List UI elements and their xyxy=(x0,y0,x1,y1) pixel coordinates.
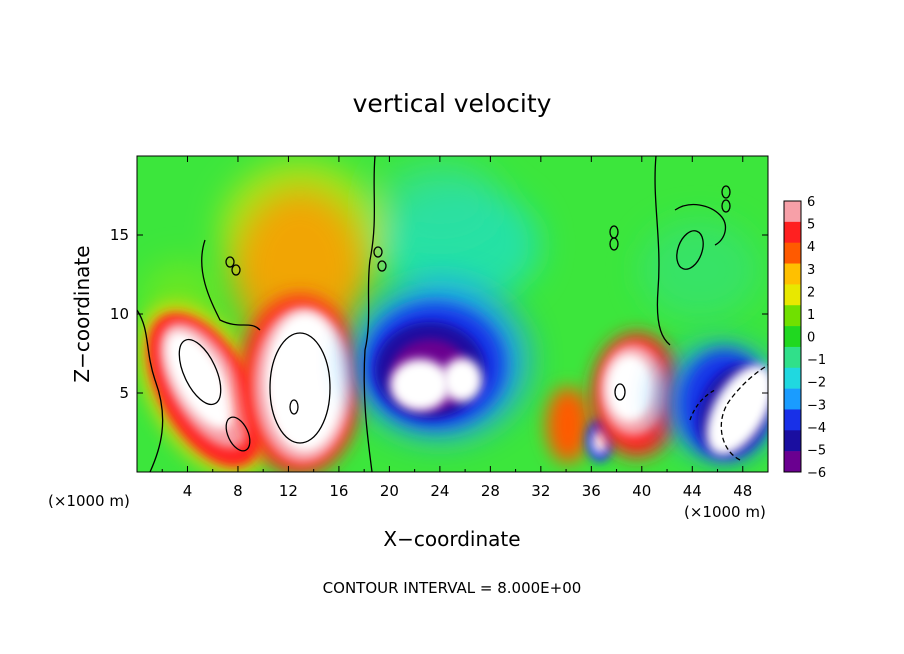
colorbar-swatch xyxy=(784,388,801,410)
x-tick-label: 16 xyxy=(329,482,348,500)
x-tick-label: 12 xyxy=(279,482,298,500)
colorbar-swatch xyxy=(784,284,801,306)
colorbar-tick-label: 6 xyxy=(807,195,815,210)
updraft-left xyxy=(137,303,273,472)
colorbar-swatch xyxy=(784,367,801,389)
x-axis-ticks: 4 8 12 16 20 24 28 32 36 40 44 48 xyxy=(161,156,752,500)
x-axis-label: X−coordinate xyxy=(383,527,520,551)
colorbar-tick-label: −1 xyxy=(807,353,826,368)
colorbar-tick-label: 5 xyxy=(807,218,815,233)
colorbar-swatch xyxy=(784,451,801,473)
colorbar-tick-label: 2 xyxy=(807,285,815,300)
x-tick-label: 8 xyxy=(233,482,243,500)
colorbar-swatch xyxy=(784,242,801,264)
colorbar-tick-label: 1 xyxy=(807,308,815,323)
colorbar-swatch xyxy=(784,430,801,452)
y-axis-label: Z−coordinate xyxy=(70,245,94,382)
colorbar-swatch xyxy=(784,263,801,285)
contour-interval-footer: CONTOUR INTERVAL = 8.000E+00 xyxy=(323,579,582,597)
y-tick-label: 5 xyxy=(119,384,129,402)
x-tick-label: 44 xyxy=(683,482,702,500)
colorbar-tick-label: −5 xyxy=(807,443,826,458)
x-tick-label: 4 xyxy=(183,482,193,500)
y-tick-label: 15 xyxy=(110,226,129,244)
x-tick-label: 24 xyxy=(430,482,449,500)
colorbar-swatch xyxy=(784,409,801,431)
x-unit-left: (×1000 m) xyxy=(48,492,130,510)
colorbar-tick-label: 3 xyxy=(807,263,815,278)
colorbar: 6 5 4 3 2 1 0 −1 −2 −3 −4 −5 −6 xyxy=(783,195,826,481)
x-unit-right: (×1000 m) xyxy=(684,503,766,521)
colorbar-swatch xyxy=(784,221,801,243)
updraft-right xyxy=(546,333,682,463)
colorbar-tick-label: −6 xyxy=(807,466,826,481)
x-tick-label: 32 xyxy=(531,482,550,500)
colorbar-swatch xyxy=(784,305,801,327)
x-tick-label: 48 xyxy=(733,482,752,500)
colorbar-tick-label: 4 xyxy=(807,240,815,255)
colorbar-swatch xyxy=(784,201,801,223)
y-tick-label: 10 xyxy=(110,305,129,323)
colorbar-tick-label: −3 xyxy=(807,398,826,413)
colorbar-tick-label: 0 xyxy=(807,331,815,346)
colorbar-tick-label: −4 xyxy=(807,421,826,436)
updraft-central xyxy=(235,190,365,472)
x-tick-label: 40 xyxy=(632,482,651,500)
colorbar-swatch xyxy=(784,326,801,348)
downdraft-central xyxy=(350,280,530,440)
x-tick-label: 36 xyxy=(582,482,601,500)
chart-title: vertical velocity xyxy=(353,89,552,118)
x-tick-label: 28 xyxy=(481,482,500,500)
colorbar-tick-label: −2 xyxy=(807,376,826,391)
y-axis-ticks: 5 10 15 xyxy=(110,226,768,402)
contour-lines xyxy=(137,156,768,472)
colorbar-frame xyxy=(783,200,802,473)
downdraft-right xyxy=(660,345,768,460)
x-tick-label: 20 xyxy=(380,482,399,500)
colorbar-swatch xyxy=(784,346,801,369)
heatmap-field xyxy=(137,156,768,472)
